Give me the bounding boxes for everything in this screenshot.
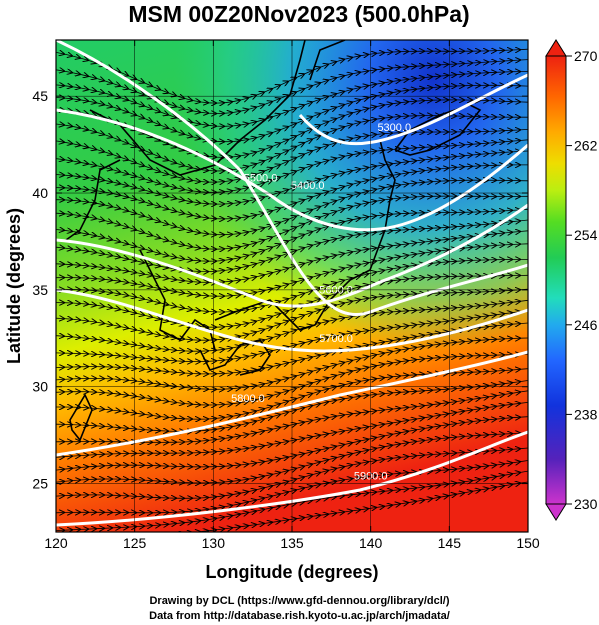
contour-5800 [56, 350, 528, 457]
chart-title: MSM 00Z20Nov2023 (500.0hPa) [128, 1, 469, 27]
contour-5400 [56, 108, 528, 232]
contour-label: 5300.0 [377, 122, 411, 134]
x-tick-label: 145 [438, 535, 462, 551]
x-tick-label: 135 [280, 535, 304, 551]
contour-label: 5700.0 [319, 333, 353, 345]
x-tick-label: 120 [44, 535, 68, 551]
colorbar-label: 230 [574, 496, 598, 512]
x-tick-label: 150 [516, 535, 540, 551]
contour-label: 5500.0 [244, 172, 278, 184]
x-tick-label: 130 [202, 535, 226, 551]
contour-label: 5600.0 [319, 285, 353, 297]
credit-drawing: Drawing by DCL (https://www.gfd-dennou.o… [149, 595, 450, 607]
contour-5500 [56, 203, 528, 308]
y-tick-label: 45 [32, 88, 48, 104]
contour-5900 [56, 430, 528, 527]
y-tick-label: 40 [32, 185, 48, 201]
x-tick-label: 140 [359, 535, 383, 551]
colorbar: 270 262 254 246 238 230 [545, 39, 598, 521]
colorbar-label: 238 [574, 406, 598, 422]
x-axis: 120 125 130 135 140 145 150 [44, 40, 540, 551]
colorbar-top-arrow [545, 39, 567, 57]
y-axis-label: Latitude (degrees) [4, 208, 24, 364]
contour-5600 [56, 40, 528, 316]
y-tick-label: 25 [32, 476, 48, 492]
contour-5700 [56, 288, 528, 353]
colorbar-bottom-arrow [545, 503, 567, 521]
y-tick-label: 35 [32, 282, 48, 298]
credit-data: Data from http://database.rish.kyoto-u.a… [149, 610, 450, 622]
height-contours [56, 40, 528, 527]
y-axis: 25 30 35 40 45 [32, 88, 528, 492]
colorbar-label: 270 [574, 48, 598, 64]
colorbar-label: 262 [574, 138, 598, 154]
colorbar-scale [545, 55, 567, 505]
contour-5300 [298, 73, 528, 146]
y-tick-label: 30 [32, 379, 48, 395]
x-axis-label: Longitude (degrees) [205, 562, 378, 582]
contour-label: 5800.0 [231, 393, 265, 405]
contour-label: 5400.0 [291, 180, 325, 192]
x-tick-label: 125 [123, 535, 147, 551]
colorbar-label: 246 [574, 317, 598, 333]
colorbar-label: 254 [574, 227, 598, 243]
